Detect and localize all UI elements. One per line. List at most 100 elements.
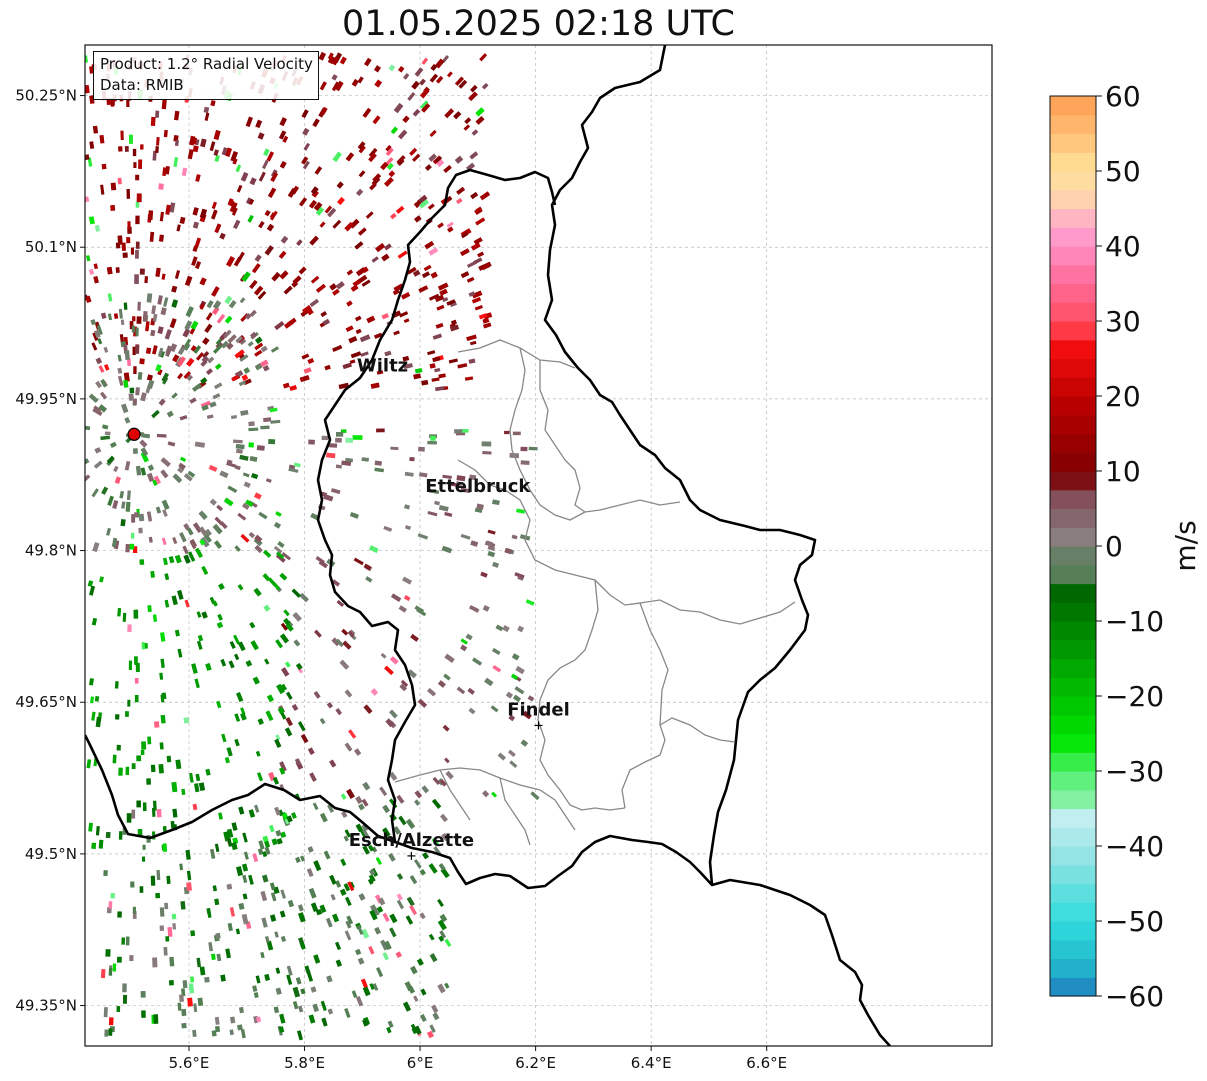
radar-gate	[360, 978, 368, 989]
radar-gate	[358, 893, 366, 901]
radar-gate	[122, 983, 127, 993]
radar-gate	[306, 971, 314, 982]
radar-gate	[108, 1017, 114, 1026]
radar-gate	[136, 800, 141, 808]
radar-gate	[140, 144, 144, 150]
radar-gate	[192, 221, 200, 229]
radar-gate	[344, 221, 355, 232]
radar-gate	[403, 363, 413, 370]
radar-gate	[273, 1006, 280, 1014]
radar-gate	[295, 662, 303, 671]
colorbar-segment	[1050, 264, 1096, 285]
radar-gate	[380, 939, 389, 951]
radar-gate	[121, 242, 127, 251]
radar-gate	[112, 754, 117, 764]
radar-gate	[361, 798, 369, 807]
radar-gate	[112, 499, 119, 510]
radar-gate	[299, 592, 309, 603]
radar-gate	[94, 695, 100, 702]
radar-gate	[517, 625, 525, 633]
radar-gate	[430, 435, 436, 441]
radar-gate	[257, 290, 267, 300]
radar-gate	[372, 115, 381, 125]
colorbar-segment	[1050, 189, 1096, 210]
radar-gate	[464, 376, 474, 381]
radar-gate	[429, 73, 439, 83]
radar-gate	[266, 223, 275, 232]
colorbar-segment	[1050, 789, 1096, 810]
radar-gate	[364, 57, 372, 67]
radar-gate	[414, 605, 425, 614]
lon-tick-label: 6.4°E	[631, 1054, 672, 1072]
radar-gate	[124, 416, 131, 424]
radar-gate	[124, 350, 130, 360]
radar-gate	[93, 276, 99, 284]
radar-gate	[393, 330, 400, 336]
radar-gate	[315, 206, 325, 216]
radar-gate	[280, 235, 289, 244]
lon-tick-label: 6.6°E	[746, 1054, 787, 1072]
radar-gate	[260, 890, 268, 902]
radar-gate	[92, 332, 99, 342]
radar-gate	[274, 738, 282, 748]
radar-gate	[119, 490, 125, 499]
radar-gate	[196, 640, 203, 650]
radar-gate	[166, 875, 171, 885]
radar-gate	[413, 373, 422, 380]
radar-gate	[126, 98, 130, 108]
radar-gate	[358, 803, 365, 811]
city-label: Wiltz	[357, 356, 408, 377]
radar-gate	[125, 936, 130, 946]
radar-gate	[235, 335, 244, 344]
radar-gate	[174, 140, 179, 147]
radar-gate	[146, 511, 153, 522]
colorbar-segment	[1050, 546, 1096, 566]
radar-gate	[460, 271, 470, 279]
radar-gate	[266, 940, 274, 951]
radar-gate	[368, 874, 376, 883]
radar-gate	[155, 506, 162, 514]
radar-gate	[412, 269, 421, 277]
district-border	[457, 459, 796, 811]
radar-gate	[216, 504, 224, 512]
radar-gate	[439, 913, 448, 923]
radar-gate	[336, 181, 344, 189]
radar-gate	[122, 612, 127, 622]
radar-gate	[430, 271, 438, 279]
radar-gate	[487, 550, 496, 558]
radar-gate	[286, 815, 293, 823]
radar-gate	[434, 294, 445, 303]
radar-gate	[86, 759, 92, 769]
radar-gate	[254, 544, 263, 554]
radar-gate	[318, 51, 327, 61]
radar-gate	[419, 88, 430, 99]
radar-gate	[368, 152, 377, 163]
radar-gate	[390, 593, 402, 602]
radar-gate	[87, 580, 94, 587]
radar-gate	[515, 665, 525, 675]
radar-gate	[271, 838, 278, 846]
radar-gate	[151, 409, 160, 419]
radar-gate	[152, 345, 158, 355]
radar-gate	[248, 427, 259, 432]
radar-gate	[190, 320, 199, 330]
radar-gate	[330, 488, 341, 495]
radar-gate	[329, 874, 337, 885]
radar-gate	[243, 481, 251, 488]
radar-gate	[141, 642, 145, 650]
radar-gate	[417, 533, 429, 540]
radar-gate	[491, 791, 498, 798]
radar-gate	[110, 182, 117, 191]
radar-gate	[177, 1002, 182, 1011]
radar-gate	[331, 74, 338, 81]
info-data-source: Data: RMIB	[100, 76, 184, 94]
radar-gate	[160, 714, 166, 724]
radar-gate	[265, 478, 272, 483]
colorbar-segment	[1050, 771, 1096, 791]
radar-gate	[165, 204, 171, 215]
radar-gate	[436, 304, 445, 311]
radar-gate	[218, 812, 223, 820]
radar-gate	[267, 577, 278, 587]
radar-gate	[117, 177, 122, 185]
